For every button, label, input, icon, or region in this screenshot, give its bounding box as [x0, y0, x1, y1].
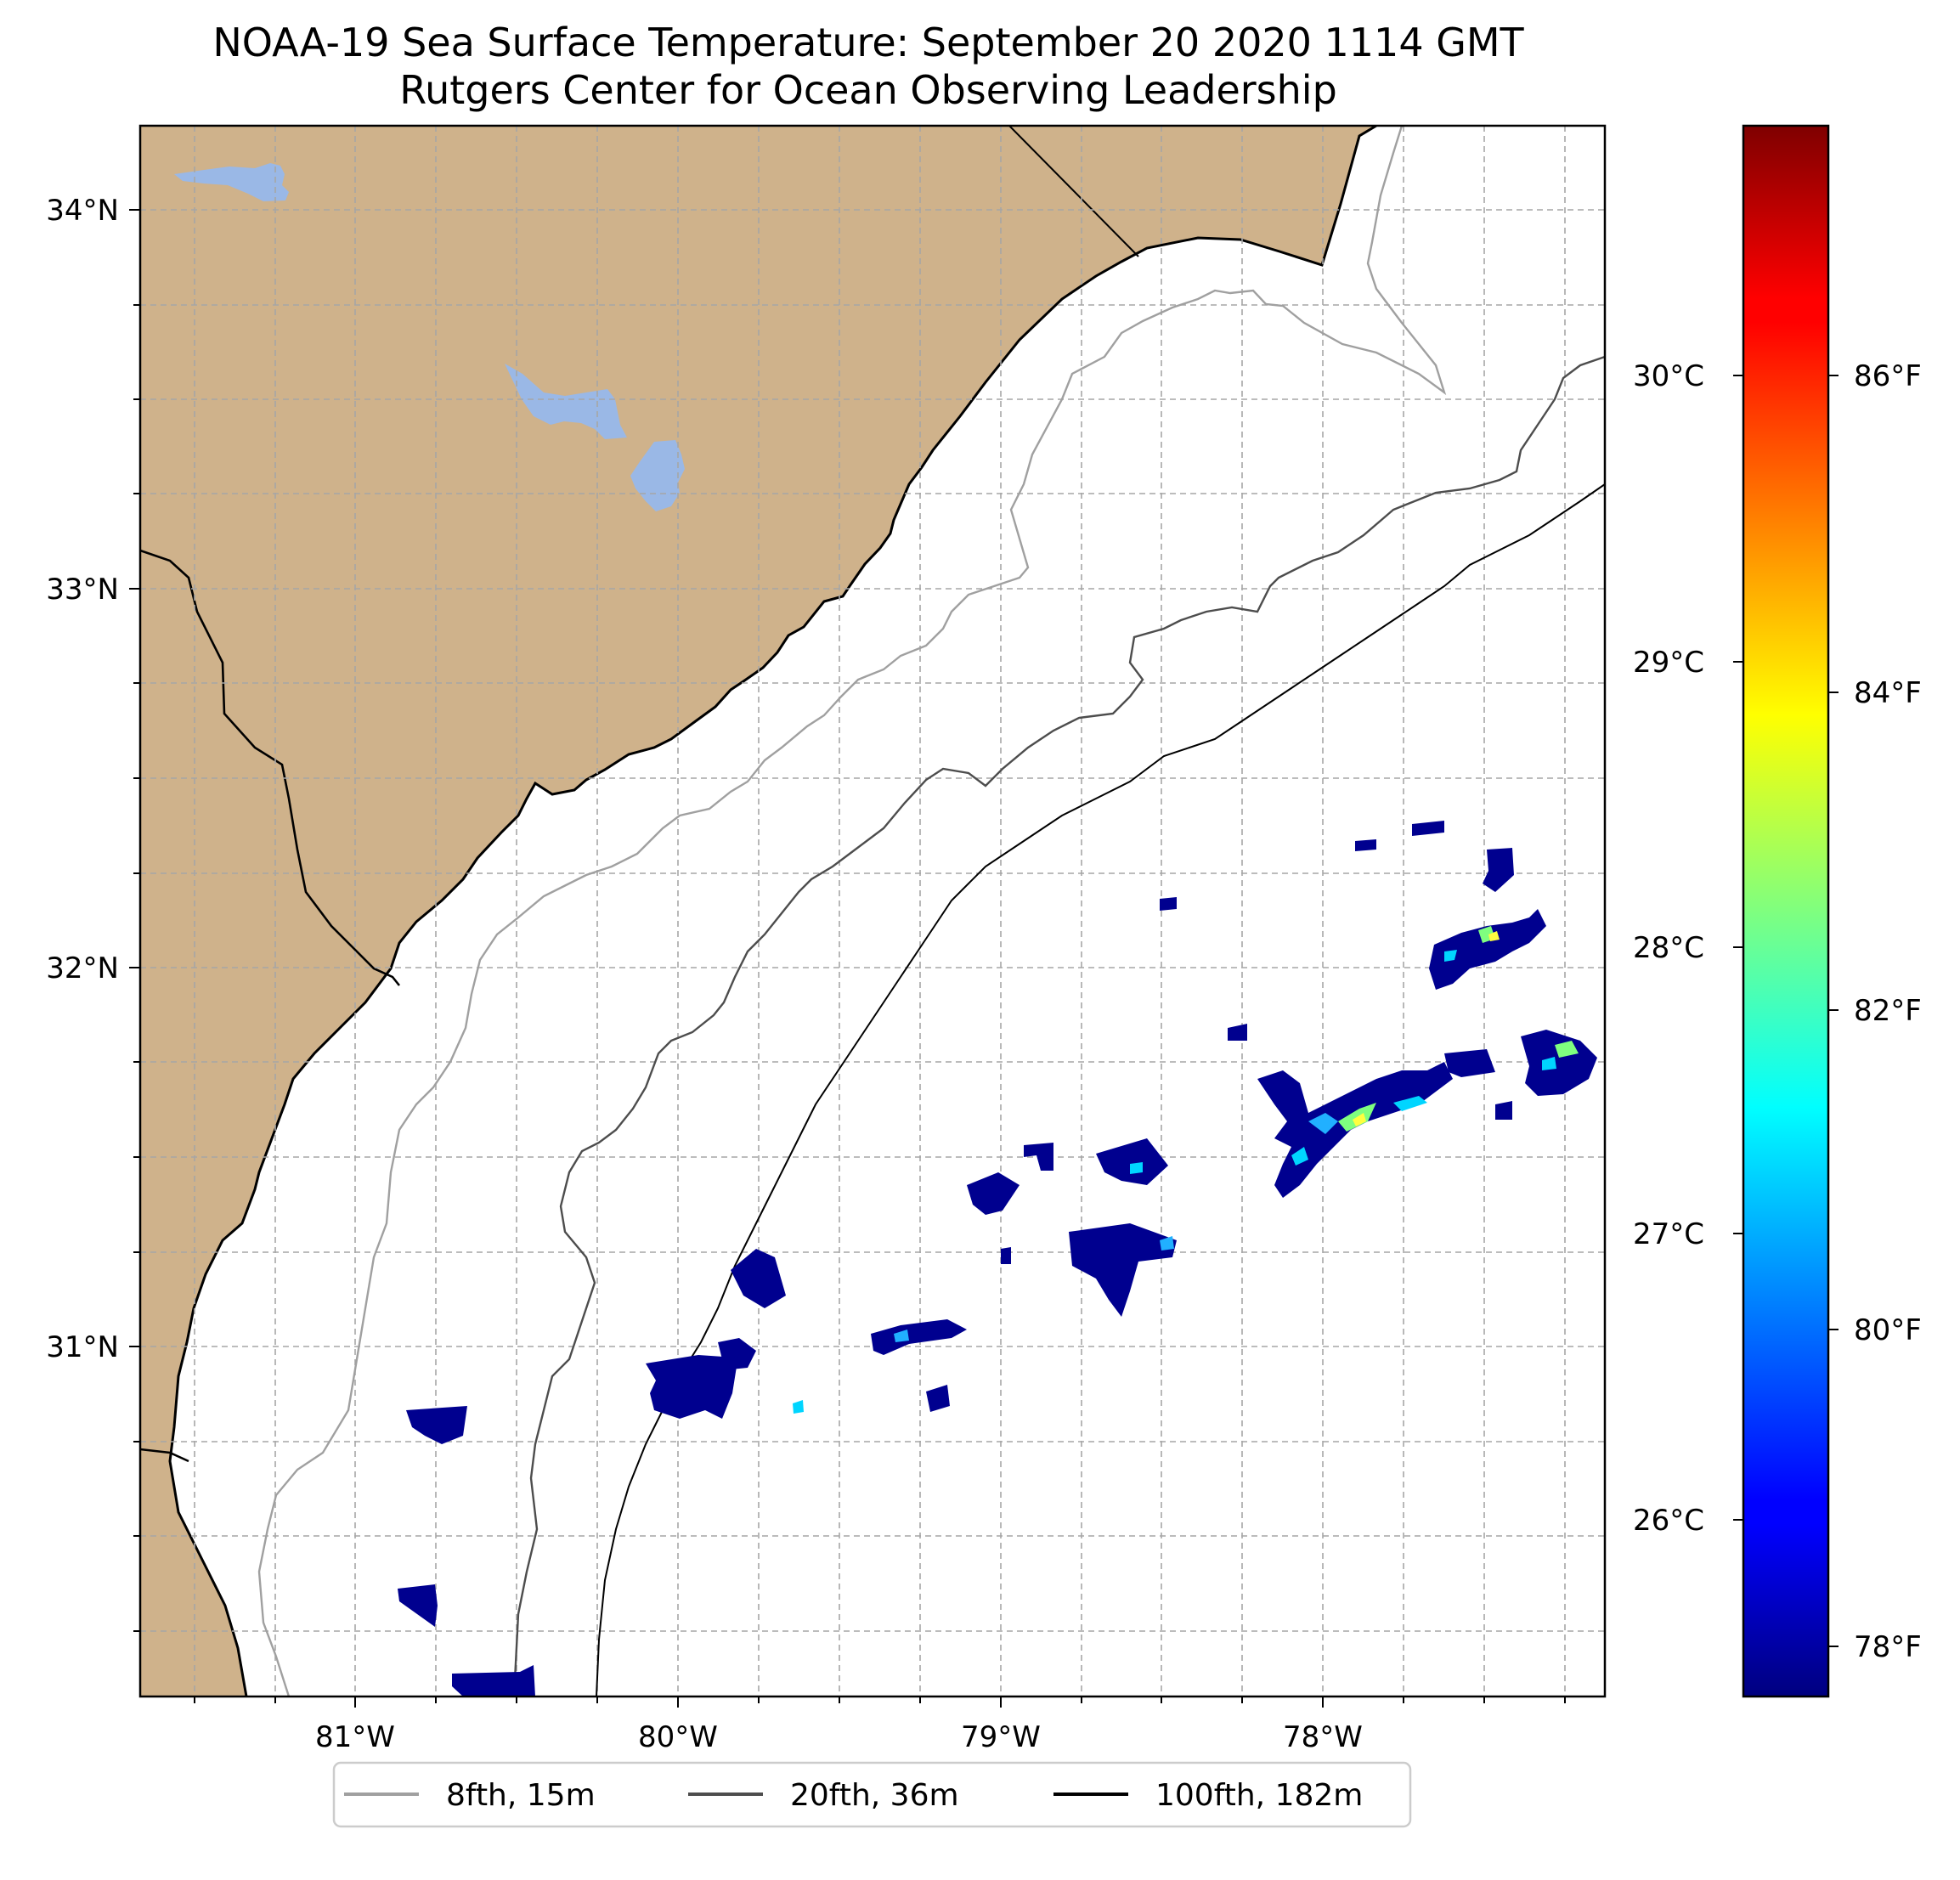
colorbar-celsius-label: 29°C	[1633, 646, 1704, 680]
lake-marion-moultrie	[505, 364, 627, 439]
colorbar-fahrenheit-label: 86°F	[1854, 359, 1922, 393]
sst-warm-spot	[1160, 1236, 1174, 1251]
lat-tick-label: 31°N	[46, 1330, 119, 1364]
legend-box	[332, 1761, 1412, 1828]
sst-patch	[1228, 1024, 1247, 1041]
isobath-8fth-15m	[257, 126, 1447, 1697]
map-panel: 81°W 80°W 79°W 78°W 34°N 33°N 32°N 31°N	[46, 124, 1607, 1754]
map-frame	[138, 124, 1607, 1698]
sst-patch	[731, 1249, 786, 1308]
isobath-legend: 8fth, 15m 20fth, 36m 100fth, 182m	[332, 1761, 1412, 1828]
colorbar: 30°C 29°C 28°C 27°C 26°C 86°F 84°F 82°F …	[1633, 124, 1922, 1698]
sst-patch	[1412, 821, 1444, 836]
sst-patch	[871, 1319, 967, 1355]
sst-warm-spot	[1353, 1113, 1366, 1126]
colorbar-celsius-label: 30°C	[1633, 359, 1704, 393]
sst-patch	[1429, 909, 1546, 990]
sst-warm-spot	[1555, 1041, 1579, 1058]
legend-label-100fth: 100fth, 182m	[1155, 1778, 1363, 1813]
colorbar-ticks	[1733, 375, 1839, 1647]
lon-tick-label: 79°W	[961, 1720, 1041, 1754]
sst-warm-spot	[1393, 1096, 1427, 1111]
sst-patch	[1096, 1138, 1168, 1185]
sst-patch	[1024, 1143, 1053, 1171]
sst-warm-spot	[1488, 931, 1500, 941]
colorbar-fahrenheit-label: 78°F	[1854, 1630, 1922, 1664]
colorbar-fahrenheit-label: 80°F	[1854, 1313, 1922, 1347]
sst-patch	[1495, 1101, 1512, 1120]
sst-warm-spot	[1291, 1147, 1308, 1166]
isobath-100fth-182m	[596, 483, 1605, 1697]
isobath-20fth-36m	[512, 355, 1605, 1697]
sst-warm-spot	[1130, 1162, 1143, 1174]
colorbar-celsius-label: 28°C	[1633, 931, 1704, 965]
sst-warm-spot	[1308, 1113, 1338, 1134]
sst-patch	[646, 1334, 748, 1419]
sst-patch	[1444, 1049, 1495, 1077]
sst-patch	[452, 1665, 535, 1697]
colorbar-fahrenheit-label: 84°F	[1854, 676, 1922, 710]
sst-patch	[1355, 839, 1376, 851]
sst-warm-spot	[1542, 1057, 1556, 1070]
sst-warm-spot	[1444, 950, 1457, 962]
sst-patches	[398, 821, 1597, 1697]
lat-tick-label: 33°N	[46, 573, 119, 607]
sst-patch	[398, 1584, 438, 1627]
sst-patch	[1521, 1030, 1597, 1096]
sst-warm-spot	[894, 1330, 909, 1342]
lat-tick-label: 34°N	[46, 194, 119, 228]
sst-patch	[1483, 848, 1514, 892]
sst-patch	[1069, 1223, 1177, 1317]
sst-patch	[1001, 1247, 1011, 1264]
state-boundary-nc-sc	[1008, 126, 1139, 257]
land-area	[140, 126, 1376, 1697]
legend-label-20fth: 20fth, 36m	[790, 1778, 959, 1813]
sst-patch	[926, 1385, 950, 1412]
lon-tick-label: 78°W	[1283, 1720, 1363, 1754]
lake-waccamaw	[174, 163, 289, 201]
lat-tick-label: 32°N	[46, 951, 119, 985]
colorbar-celsius-label: 27°C	[1633, 1217, 1704, 1251]
colorbar-gradient	[1742, 124, 1830, 1698]
legend-label-8fth: 8fth, 15m	[446, 1778, 596, 1813]
sst-patch	[967, 1172, 1020, 1215]
title-line-2: Rutgers Center for Ocean Observing Leade…	[399, 67, 1337, 113]
colorbar-fahrenheit-label: 82°F	[1854, 994, 1922, 1028]
lon-tick-label: 80°W	[638, 1720, 718, 1754]
sst-warm-spot	[793, 1400, 804, 1414]
axis-ticks	[129, 209, 1566, 1708]
state-boundary-ga-fl	[140, 1448, 189, 1463]
sst-patch	[1160, 897, 1177, 911]
sst-patch	[406, 1406, 467, 1444]
title-line-1: NOAA-19 Sea Surface Temperature: Septemb…	[212, 20, 1524, 65]
lon-tick-label: 81°W	[315, 1720, 395, 1754]
coastline	[168, 126, 1377, 1697]
state-boundary-sc-ga	[140, 549, 401, 986]
colorbar-celsius-label: 26°C	[1633, 1504, 1704, 1538]
sst-patch	[1257, 1062, 1453, 1198]
